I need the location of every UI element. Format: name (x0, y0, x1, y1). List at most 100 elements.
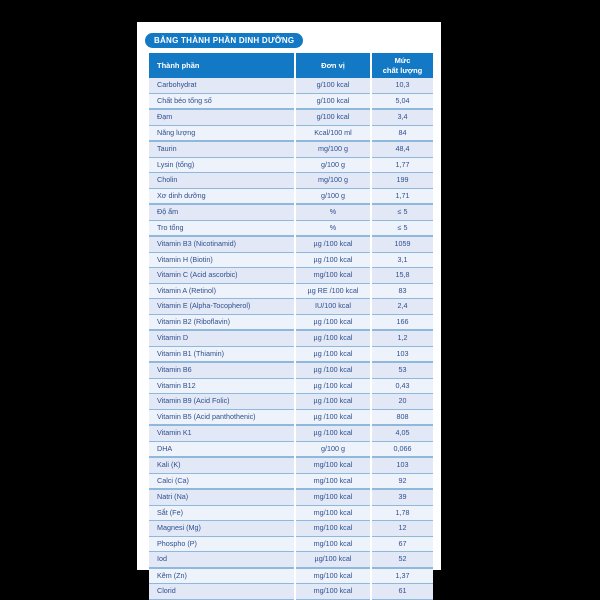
cell-unit: µg/100 kcal (295, 551, 372, 568)
cell-ingredient: Calci (Ca) (149, 472, 296, 490)
cell-unit: % (295, 219, 372, 237)
table-row: Iod µg/100 kcal 52 (149, 551, 433, 568)
cell-unit: mg/100 kcal (295, 267, 372, 284)
table-row: Sắt (Fe) mg/100 kcal 1,78 (149, 504, 433, 521)
cell-ingredient: Magnesi (Mg) (149, 520, 296, 537)
cell-ingredient: Iod (149, 551, 296, 568)
cell-quality-level: 61 (371, 583, 433, 600)
cell-ingredient: Phospho (P) (149, 535, 296, 552)
table-row: Vitamin B2 (Riboflavin) µg /100 kcal 166 (149, 313, 433, 331)
title-badge-label: BẢNG THÀNH PHẦN DINH DƯỠNG (154, 36, 295, 45)
cell-quality-level: 83 (371, 282, 433, 299)
cell-ingredient: Vitamin B6 (149, 361, 296, 379)
column-header-ingredient: Thành phần (149, 53, 296, 79)
cell-ingredient: Vitamin H (Biotin) (149, 251, 296, 268)
cell-ingredient: Taurin (149, 140, 296, 158)
table-row: Magnesi (Mg) mg/100 kcal 12 (149, 520, 433, 537)
cell-unit: mg/100 kcal (295, 504, 372, 521)
cell-quality-level: 15,8 (371, 267, 433, 284)
cell-unit: µg /100 kcal (295, 251, 372, 268)
cell-unit: g/100 kcal (295, 78, 372, 94)
cell-unit: mg/100 kcal (295, 456, 372, 474)
table-row: Carbohydrat g/100 kcal 10,3 (149, 78, 433, 94)
cell-ingredient: Kẽm (Zn) (149, 566, 296, 584)
cell-quality-level: 53 (371, 361, 433, 379)
table-row: Độ ẩm% ≤ 5 (149, 203, 433, 221)
cell-ingredient: Carbohydrat (149, 78, 296, 94)
cell-ingredient: Vitamin B9 (Acid Folic) (149, 393, 296, 410)
table-row: Kẽm (Zn) mg/100 kcal 1,37 (149, 566, 433, 584)
cell-quality-level: 92 (371, 472, 433, 490)
cell-unit: IU/100 kcal (295, 298, 372, 315)
cell-unit: g/100 g (295, 187, 372, 205)
cell-unit: µg RE /100 kcal (295, 282, 372, 299)
table-row: Taurin mg/100 g 48,4 (149, 140, 433, 158)
nutrition-table-title-badge: BẢNG THÀNH PHẦN DINH DƯỠNG (145, 33, 304, 48)
cell-ingredient: Vitamin E (Alpha-Tocopherol) (149, 298, 296, 315)
table-row: Calci (Ca) mg/100 kcal 92 (149, 472, 433, 490)
cell-quality-level: 3,4 (371, 108, 433, 126)
cell-unit: mg/100 kcal (295, 583, 372, 600)
cell-unit: mg/100 kcal (295, 472, 372, 490)
table-row: Đạm g/100 kcal 3,4 (149, 108, 433, 126)
cell-quality-level: 808 (371, 408, 433, 426)
column-header-unit: Đơn vị (295, 53, 372, 79)
table-row: DHA g/100 g 0,066 (149, 440, 433, 458)
cell-unit: µg /100 kcal (295, 235, 372, 253)
cell-unit: µg /100 kcal (295, 361, 372, 379)
cell-ingredient: Vitamin A (Retinol) (149, 282, 296, 299)
cell-quality-level: 2,4 (371, 298, 433, 315)
table-body: Carbohydrat g/100 kcal 10,3 Chất béo tổng s… (149, 78, 433, 600)
cell-unit: mg/100 kcal (295, 566, 372, 584)
table-row: Phospho (P) mg/100 kcal 67 (149, 535, 433, 552)
cell-quality-level: 3,1 (371, 251, 433, 268)
cell-ingredient: Natri (Na) (149, 488, 296, 506)
table-row: Vitamin C (Acid ascorbic) mg/100 kcal 15,8 (149, 267, 433, 284)
cell-unit: g/100 g (295, 156, 372, 173)
cell-quality-level: 67 (371, 535, 433, 552)
cell-unit: µg /100 kcal (295, 313, 372, 331)
table-row: Vitamin B6 µg /100 kcal 53 (149, 361, 433, 379)
table-row: Clorid mg/100 kcal 61 (149, 583, 433, 600)
cell-ingredient: Vitamin B2 (Riboflavin) (149, 313, 296, 331)
cell-ingredient: Chất béo tổng số (149, 92, 296, 110)
cell-unit: mg/100 kcal (295, 488, 372, 506)
cell-ingredient: Sắt (Fe) (149, 504, 296, 521)
cell-quality-level: 39 (371, 488, 433, 506)
cell-ingredient: Vitamin B12 (149, 377, 296, 394)
cell-ingredient: Cholin (149, 172, 296, 189)
table-row: Cholin mg/100 g 199 (149, 172, 433, 189)
cell-quality-level: 1,2 (371, 329, 433, 347)
cell-unit: g/100 kcal (295, 108, 372, 126)
cell-unit: µg /100 kcal (295, 329, 372, 347)
cell-quality-level: ≤ 5 (371, 203, 433, 221)
cell-unit: mg/100 kcal (295, 520, 372, 537)
table-row: Lysin (tổng) g/100 g 1,77 (149, 156, 433, 173)
cell-unit: mg/100 g (295, 140, 372, 158)
table-row: Vitamin H (Biotin) µg /100 kcal 3,1 (149, 251, 433, 268)
cell-unit: % (295, 203, 372, 221)
cell-ingredient: Vitamin B1 (Thiamin) (149, 345, 296, 363)
table-row: Vitamin A (Retinol) µg RE /100 kcal 83 (149, 282, 433, 299)
cell-quality-level: 4,05 (371, 424, 433, 442)
cell-ingredient: Đạm (149, 108, 296, 126)
cell-ingredient: Tro tổng (149, 219, 296, 237)
table-row: Natri (Na) mg/100 kcal 39 (149, 488, 433, 506)
cell-quality-level: 1,71 (371, 187, 433, 205)
cell-ingredient: Vitamin C (Acid ascorbic) (149, 267, 296, 284)
cell-ingredient: Độ ẩm (149, 203, 296, 221)
table-row: Vitamin B12 µg /100 kcal 0,43 (149, 377, 433, 394)
table-row: Vitamin B9 (Acid Folic) µg /100 kcal 20 (149, 393, 433, 410)
cell-ingredient: Lysin (tổng) (149, 156, 296, 173)
cell-ingredient: Kali (K) (149, 456, 296, 474)
cell-quality-level: 12 (371, 520, 433, 537)
cell-quality-level: 20 (371, 393, 433, 410)
column-header-quality-level: Mức chất lượng (371, 53, 433, 79)
cell-quality-level: 52 (371, 551, 433, 568)
table-row: Xơ dinh dưỡng g/100 g 1,71 (149, 187, 433, 205)
table-header-row: Thành phần Đơn vị Mức chất lượng (149, 53, 433, 79)
cell-quality-level: 0,43 (371, 377, 433, 394)
cell-quality-level: 1,77 (371, 156, 433, 173)
